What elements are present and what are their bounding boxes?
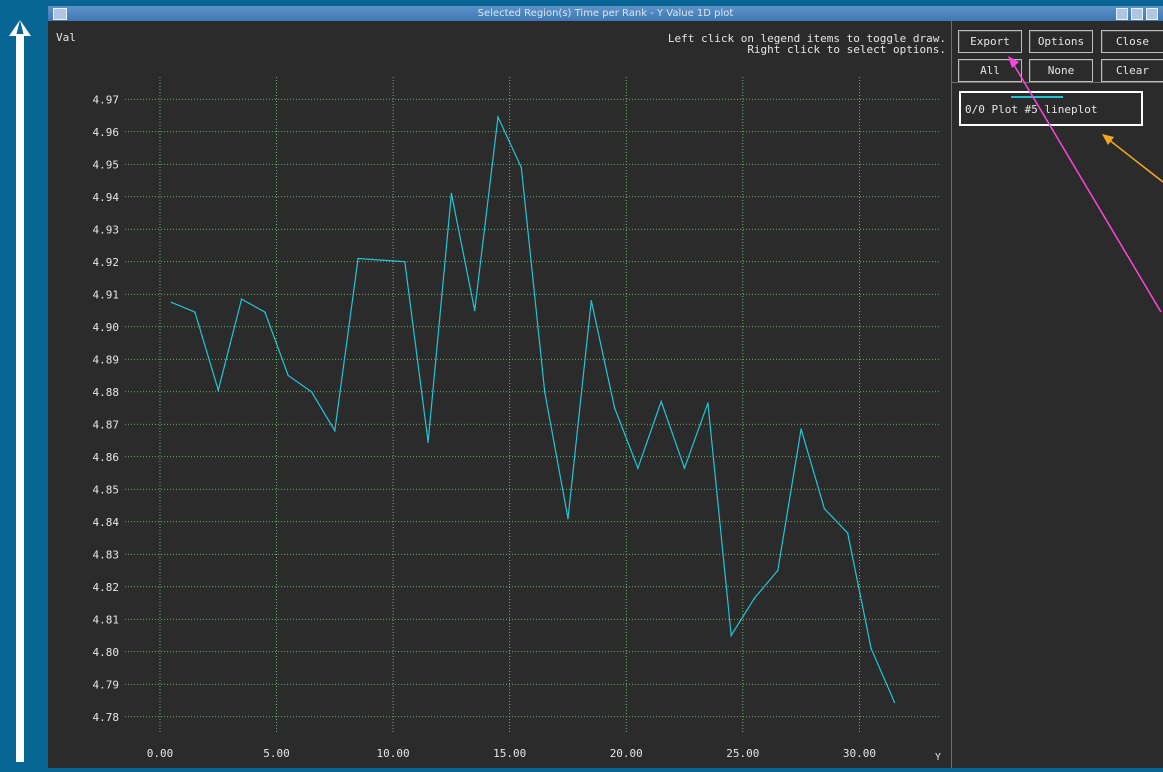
data-point	[380, 259, 383, 261]
data-point	[730, 634, 732, 637]
data-point	[846, 532, 849, 534]
data-point	[427, 441, 429, 443]
arrow-shaft	[16, 34, 24, 762]
data-point	[334, 429, 336, 432]
hint-line-2: Right click to select options.	[747, 43, 946, 56]
data-point	[310, 390, 313, 393]
x-tick-label: 30.00	[843, 747, 876, 760]
x-tick-labels: 0.00 5.00 10.00 15.00 20.00 25.00 30.00	[147, 747, 876, 760]
x-axis-label: Y	[935, 752, 941, 763]
legend-list	[952, 82, 1163, 769]
data-point	[217, 389, 220, 391]
y-tick-label: 4.86	[93, 451, 120, 464]
export-button[interactable]: Export	[958, 30, 1022, 53]
clear-button[interactable]: Clear	[1101, 59, 1163, 82]
minimize-icon[interactable]	[1116, 8, 1128, 20]
window-title: Selected Region(s) Time per Rank - Y Val…	[477, 8, 734, 19]
data-point	[403, 260, 406, 263]
window-menu-icon[interactable]	[53, 8, 67, 20]
all-button[interactable]: All	[958, 59, 1022, 82]
data-point	[800, 428, 802, 430]
x-tick-label: 15.00	[493, 747, 526, 760]
x-tick-label: 20.00	[610, 747, 643, 760]
none-button[interactable]: None	[1029, 59, 1093, 82]
y-tick-label: 4.89	[93, 353, 120, 366]
data-point	[450, 192, 453, 195]
y-tick-labels: 4.97 4.96 4.95 4.94 4.93 4.92 4.91 4.90 4.89 4.88…	[93, 93, 120, 724]
data-point	[497, 116, 499, 118]
up-arrow-icon	[9, 20, 31, 762]
y-tick-label: 4.93	[93, 223, 120, 236]
y-tick-label: 4.95	[93, 158, 120, 171]
y-tick-label: 4.84	[93, 516, 120, 529]
data-point	[753, 597, 756, 599]
data-point	[287, 374, 289, 377]
hint-line-1: Left click on legend items to toggle dra…	[668, 32, 946, 45]
y-tick-label: 4.92	[93, 256, 120, 269]
data-point	[590, 299, 593, 302]
y-tick-label: 4.82	[93, 581, 120, 594]
y-tick-label: 4.94	[93, 191, 120, 204]
y-axis-label: Val	[56, 31, 76, 44]
plot-area[interactable]: 4.97 4.96 4.95 4.94 4.93 4.92 4.91 4.90 4.89 4.88…	[48, 21, 948, 768]
data-point	[473, 309, 476, 312]
y-tick-label: 4.96	[93, 126, 120, 139]
line-chart: 4.97 4.96 4.95 4.94 4.93 4.92 4.91 4.90 4.89 4.88…	[56, 31, 946, 763]
y-tick-label: 4.87	[93, 418, 120, 431]
y-tick-label: 4.85	[93, 483, 120, 496]
y-tick-label: 4.79	[93, 678, 120, 691]
y-tick-label: 4.80	[93, 646, 120, 659]
legend-color-swatch	[1011, 96, 1063, 98]
y-tick-label: 4.88	[93, 386, 120, 399]
y-tick-label: 4.81	[93, 613, 120, 626]
data-point	[777, 569, 779, 572]
arrow-head-right	[20, 20, 31, 36]
legend-item[interactable]: 0/0 Plot #5 lineplot	[959, 91, 1143, 126]
data-point	[660, 400, 663, 403]
y-tick-label: 4.91	[93, 288, 120, 301]
data-point	[170, 301, 173, 304]
desktop-strip	[0, 0, 48, 768]
data-point	[613, 407, 616, 409]
grid-lines	[125, 77, 941, 733]
data-point	[240, 298, 243, 300]
data-point	[194, 311, 196, 313]
data-point	[683, 467, 686, 469]
close-button[interactable]: Close	[1101, 30, 1163, 53]
x-tick-label: 10.00	[377, 747, 410, 760]
data-point	[823, 507, 826, 510]
x-tick-label: 5.00	[263, 747, 290, 760]
options-button[interactable]: Options	[1029, 30, 1093, 53]
x-tick-label: 25.00	[726, 747, 759, 760]
data-point	[637, 467, 639, 469]
y-tick-label: 4.97	[93, 93, 120, 106]
data-point	[520, 166, 523, 169]
series-points	[170, 116, 896, 703]
data-point	[567, 517, 569, 520]
maximize-icon[interactable]	[1131, 8, 1143, 20]
series-line	[171, 114, 895, 703]
arrow-head-left	[9, 20, 20, 36]
data-point	[264, 311, 266, 313]
plot-window: Selected Region(s) Time per Rank - Y Val…	[48, 6, 1163, 768]
legend-panel: Export Options Close All None Clear 0/0 …	[951, 21, 1163, 768]
data-point	[893, 701, 896, 703]
y-tick-label: 4.78	[93, 711, 120, 724]
data-point	[707, 402, 709, 404]
data-point	[870, 647, 872, 650]
title-bar[interactable]: Selected Region(s) Time per Rank - Y Val…	[48, 6, 1163, 21]
legend-label: 0/0 Plot #5 lineplot	[965, 103, 1098, 116]
data-point	[357, 257, 359, 260]
x-tick-label: 0.00	[147, 747, 174, 760]
data-point	[543, 390, 546, 393]
close-window-icon[interactable]	[1146, 8, 1158, 20]
y-tick-label: 4.90	[93, 321, 120, 334]
y-tick-label: 4.83	[93, 548, 120, 561]
